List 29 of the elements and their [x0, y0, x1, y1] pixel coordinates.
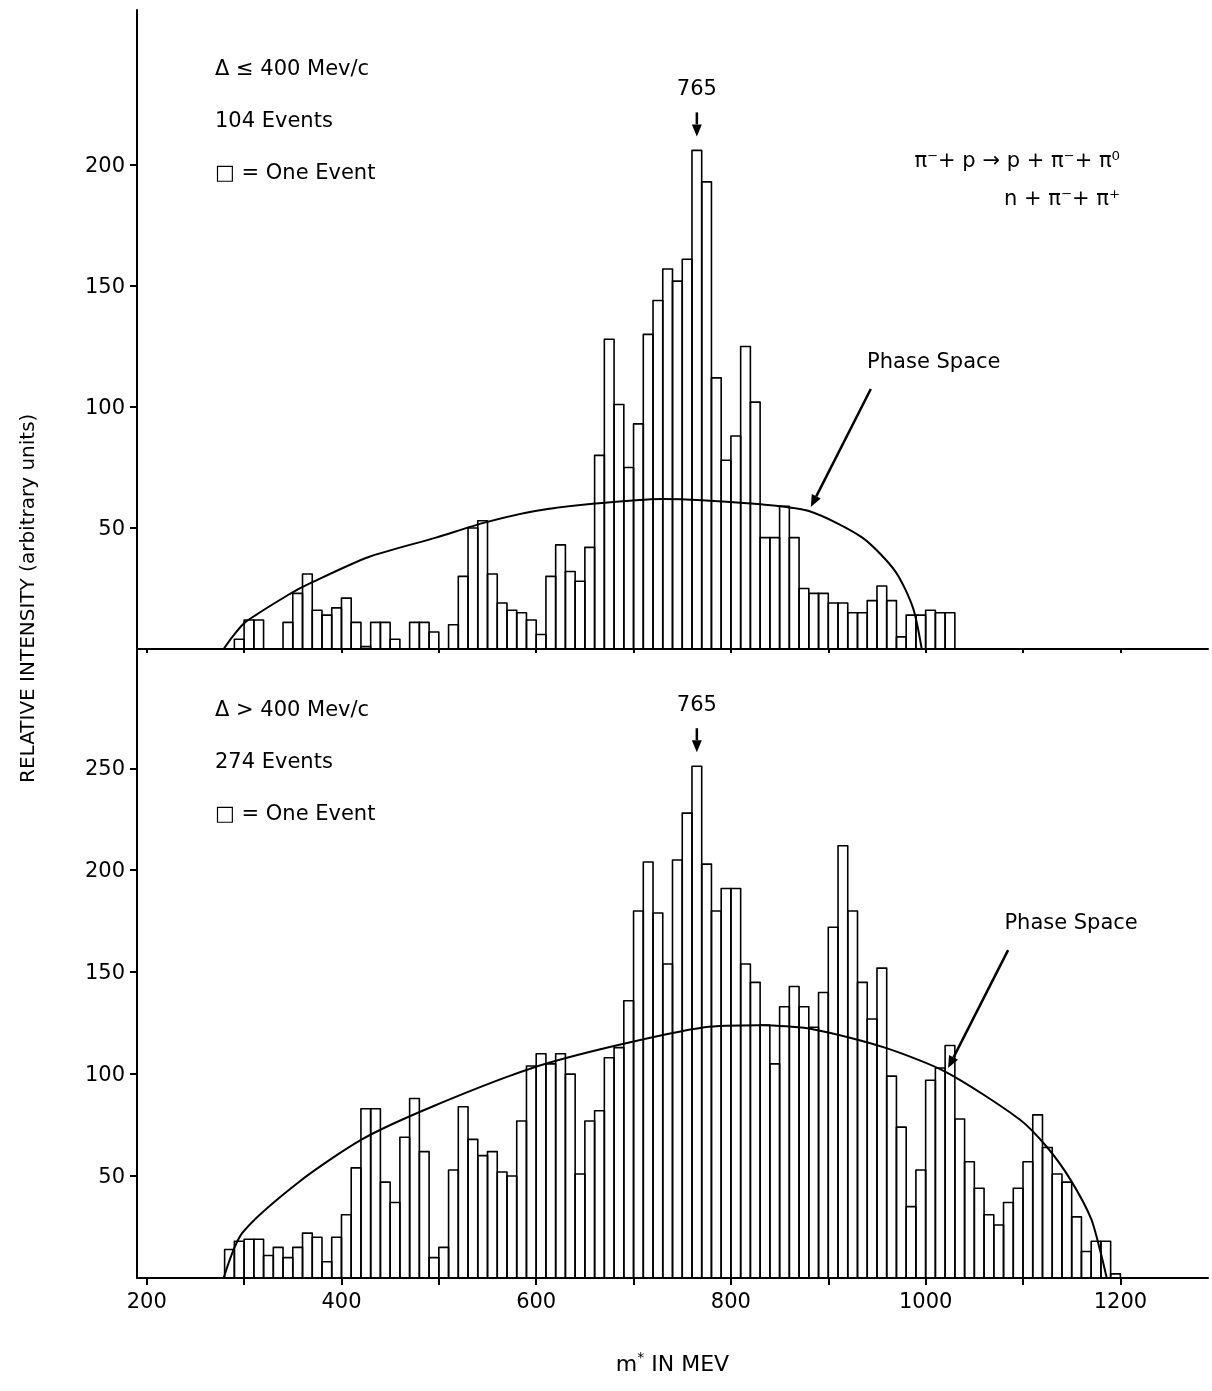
annotation: Δ ≤ 400 Mev/c: [215, 56, 370, 80]
y-tick-label: 100: [84, 394, 125, 419]
annotation: n + π⁻+ π⁺: [1004, 186, 1120, 210]
y-tick-label: 50: [98, 515, 125, 540]
x-axis-title: m* IN MEV: [615, 1349, 730, 1376]
x-tick-label: 200: [126, 1288, 167, 1313]
text: Phase Space: [867, 349, 1001, 374]
x-tick-label: 400: [321, 1288, 362, 1313]
y-tick-label: 150: [84, 960, 125, 985]
x-tick-label: 1000: [898, 1288, 953, 1313]
y-axis-title: RELATIVE INTENSITY (arbitrary units): [14, 412, 40, 785]
y-tick-label: 50: [98, 1164, 125, 1189]
x-tick-label: 600: [516, 1288, 557, 1313]
y-tick-label: 200: [84, 858, 125, 883]
y-tick-label: 250: [84, 756, 125, 781]
annotation: □ = One Event: [215, 160, 376, 184]
annotation: Δ > 400 Mev/c: [215, 697, 370, 721]
annotation: π⁻+ p → p + π⁻+ π⁰: [914, 148, 1120, 172]
text: Phase Space: [1004, 910, 1138, 935]
y-tick-label: 200: [84, 152, 125, 177]
y-tick-label: 150: [84, 273, 125, 298]
x-tick-label: 800: [710, 1288, 751, 1313]
y-tick-label: 100: [84, 1062, 125, 1087]
annotation: 274 Events: [215, 749, 333, 773]
annotation: 765: [676, 692, 717, 717]
annotation: □ = One Event: [215, 801, 376, 825]
x-tick-label: 1200: [1093, 1288, 1148, 1313]
annotation: 765: [676, 76, 717, 101]
annotation: 104 Events: [215, 108, 333, 132]
